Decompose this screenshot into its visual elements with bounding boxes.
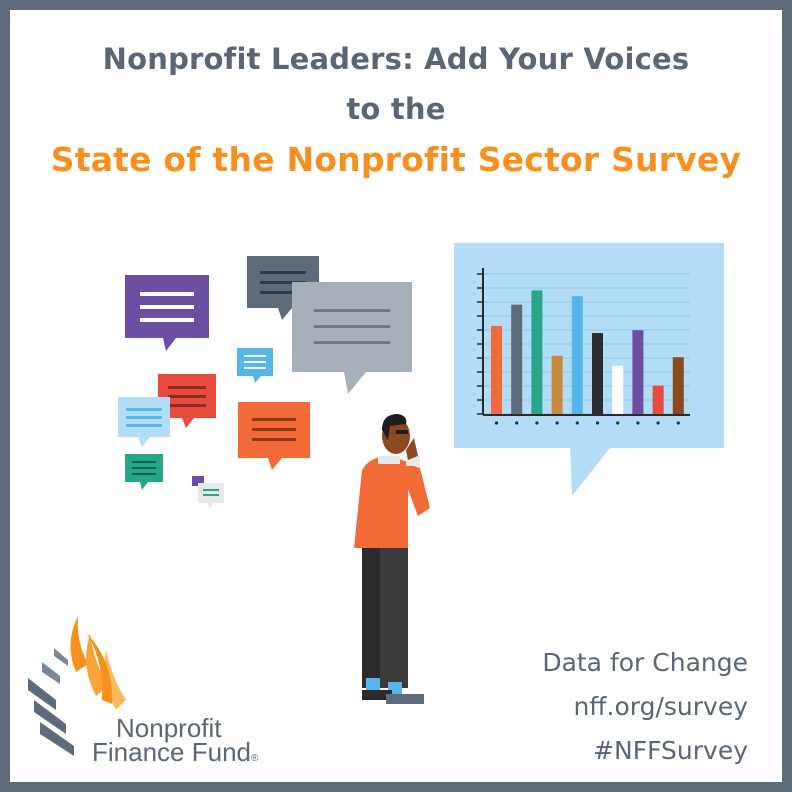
chart-x-tick [636,421,640,425]
headline-survey-title: State of the Nonprofit Sector Survey [50,140,742,179]
chart-bar [652,385,664,414]
logo-text-line-1: Nonprofit [116,713,222,743]
hashtag: #NFFSurvey [593,736,748,765]
chart-bar [491,325,502,414]
chart-bar [571,296,583,414]
speech-bubble-icon [192,476,224,509]
illustration [28,243,724,756]
registered-mark: ® [250,753,259,764]
survey-url[interactable]: nff.org/survey [573,692,748,721]
speech-bubble-icon [238,402,310,470]
logo-name: Finance Fund [92,737,251,767]
bar-chart-icon [454,243,724,496]
headline-line-1: Nonprofit Leaders: Add Your Voices [102,42,690,76]
poster: Nonprofit Leaders: Add Your Voices to th… [10,10,782,782]
speech-bubble-icon [118,397,170,447]
chart-bar [632,330,644,414]
chart-bar [551,355,563,414]
chart-bar [531,290,543,414]
chart-x-tick [575,421,579,425]
speech-bubble-icon [292,282,412,394]
chart-x-tick [656,421,660,425]
chart-x-tick [595,421,600,425]
chart-bar [612,365,624,414]
chart-x-tick [676,421,680,425]
nff-leaf-logo-icon [28,616,126,756]
headline-line-2: to the [346,92,446,126]
chart-x-tick [616,421,620,425]
logo-text-line-2: Finance Fund® [92,738,258,773]
chart-bar [592,333,603,414]
person-thinking-icon [354,414,430,704]
chart-x-tick [535,421,539,425]
speech-bubble-icon [125,454,163,490]
chart-x-tick [515,421,519,425]
chart-x-tick [555,421,559,425]
chart-bar [511,304,523,414]
speech-bubble-icon [125,275,209,351]
speech-bubble-icon [237,348,273,383]
chart-bar [672,357,684,414]
tagline: Data for Change [542,648,748,677]
chart-x-tick [494,421,499,425]
